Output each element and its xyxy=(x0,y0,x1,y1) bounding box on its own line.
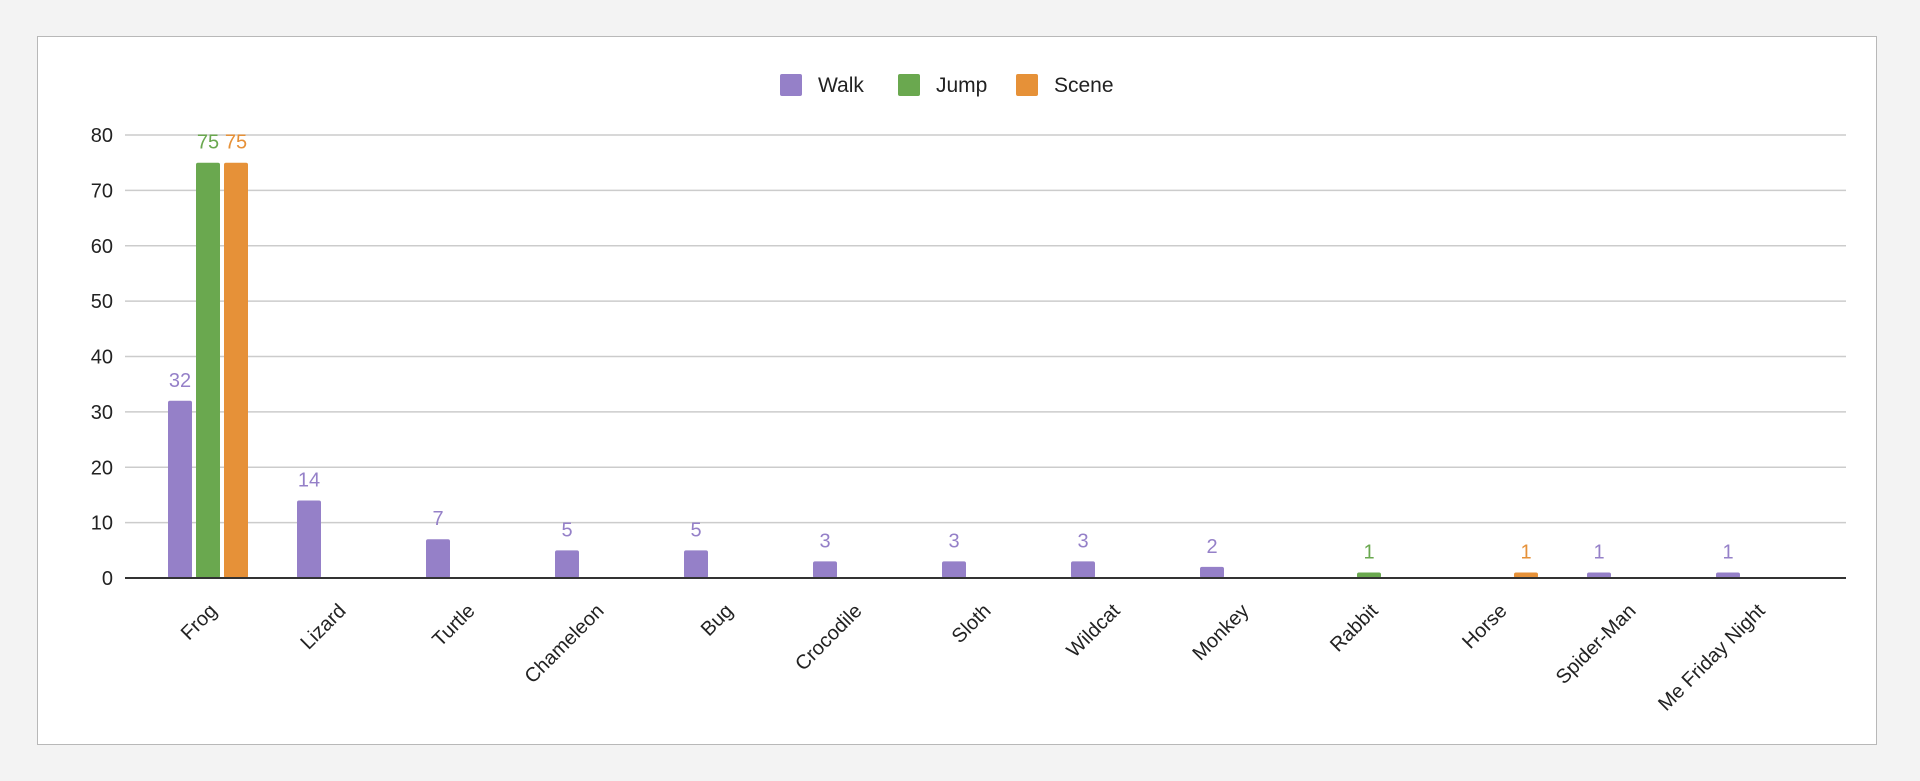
data-label: 75 xyxy=(225,132,247,154)
legend-swatch-scene xyxy=(1016,74,1038,96)
bar-walk xyxy=(942,561,966,578)
x-tick-label: Monkey xyxy=(1188,600,1253,665)
x-tick-label: Turtle xyxy=(428,600,479,651)
data-label: 1 xyxy=(1520,541,1531,563)
data-label: 5 xyxy=(690,519,701,541)
data-label: 1 xyxy=(1363,541,1374,563)
data-label: 3 xyxy=(819,530,830,552)
bar-scene xyxy=(224,162,248,578)
x-tick-label: Horse xyxy=(1458,600,1511,653)
gridlines xyxy=(125,134,1846,524)
data-label: 1 xyxy=(1593,541,1604,563)
bar-walk xyxy=(684,550,708,578)
x-tick-label: Frog xyxy=(177,600,222,645)
legend-swatch-walk xyxy=(780,74,802,96)
bar-jump xyxy=(196,162,220,578)
data-label: 2 xyxy=(1206,536,1217,558)
bar-scene xyxy=(1514,572,1538,578)
legend-label-scene: Scene xyxy=(1054,74,1114,97)
x-axis-categories: Frog Lizard Turtle Chameleon Bug Crocodile Slo… xyxy=(177,600,1770,716)
legend-swatch-jump xyxy=(898,74,920,96)
y-tick-label: 20 xyxy=(91,457,113,479)
y-axis-ticks: 0 10 20 30 40 50 60 70 80 xyxy=(91,125,113,590)
data-label: 5 xyxy=(561,519,572,541)
legend: Walk Jump Scene xyxy=(780,74,1114,97)
bar-walk xyxy=(1587,572,1611,578)
bars xyxy=(168,162,1740,578)
data-label: 3 xyxy=(948,530,959,552)
data-label: 32 xyxy=(169,370,191,392)
y-tick-label: 70 xyxy=(91,180,113,202)
legend-label-walk: Walk xyxy=(818,74,864,97)
data-label: 1 xyxy=(1722,541,1733,563)
y-tick-label: 50 xyxy=(91,291,113,313)
bar-jump xyxy=(1357,572,1381,578)
bar-walk xyxy=(813,561,837,578)
data-label: 7 xyxy=(432,508,443,530)
bar-walk xyxy=(555,550,579,578)
bar-walk xyxy=(1716,572,1740,578)
x-tick-label: Wildcat xyxy=(1063,600,1125,662)
legend-label-jump: Jump xyxy=(936,74,987,97)
data-label: 75 xyxy=(197,132,219,154)
bar-walk xyxy=(168,400,192,578)
x-tick-label: Spider-Man xyxy=(1552,600,1641,689)
x-tick-label: Lizard xyxy=(296,600,350,654)
data-label: 14 xyxy=(298,469,320,491)
x-tick-label: Crocodile xyxy=(791,600,866,675)
x-tick-label: Chameleon xyxy=(521,600,609,688)
x-tick-label: Bug xyxy=(697,600,738,641)
y-tick-label: 80 xyxy=(91,125,113,147)
x-tick-label: Me Friday Night xyxy=(1654,600,1770,716)
y-tick-label: 40 xyxy=(91,347,113,369)
x-tick-label: Rabbit xyxy=(1326,600,1383,657)
bar-walk xyxy=(297,500,321,578)
y-tick-label: 0 xyxy=(102,568,113,590)
y-tick-label: 10 xyxy=(91,513,113,535)
bar-walk xyxy=(1200,566,1224,578)
x-tick-label: Sloth xyxy=(948,600,996,648)
bar-walk xyxy=(426,539,450,578)
bar-walk xyxy=(1071,561,1095,578)
y-tick-label: 60 xyxy=(91,236,113,258)
chart-frame: 0 10 20 30 40 50 60 70 80 32 75 75 14 7 5 5 3 3 3 2 1 1 1 1 Fr… xyxy=(37,36,1877,745)
data-label: 3 xyxy=(1077,530,1088,552)
y-tick-label: 30 xyxy=(91,402,113,424)
